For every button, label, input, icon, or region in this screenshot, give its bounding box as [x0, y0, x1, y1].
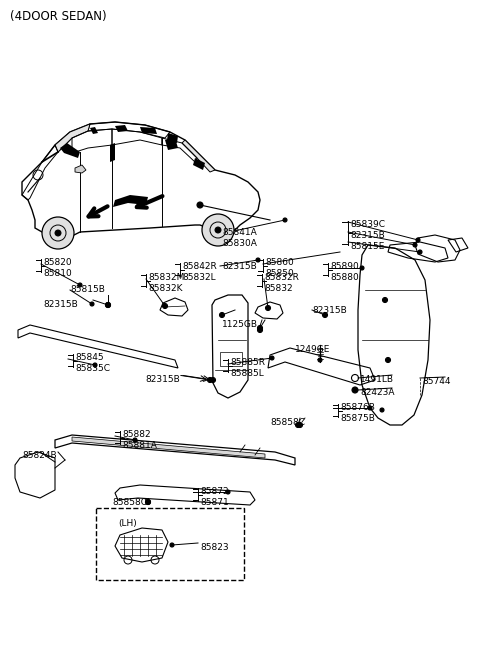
Text: 85885R: 85885R — [230, 358, 265, 367]
Polygon shape — [165, 138, 178, 150]
Text: 85882: 85882 — [122, 430, 151, 439]
Circle shape — [416, 238, 420, 242]
Circle shape — [298, 422, 302, 428]
Text: 82315B: 82315B — [350, 231, 385, 240]
Text: 85832: 85832 — [264, 284, 293, 293]
Text: 85832K: 85832K — [148, 284, 182, 293]
Circle shape — [296, 422, 300, 428]
Bar — [96, 508, 244, 580]
Circle shape — [42, 217, 74, 249]
Circle shape — [368, 406, 372, 410]
Polygon shape — [110, 143, 115, 162]
Circle shape — [145, 499, 151, 504]
Text: 85872: 85872 — [200, 487, 228, 496]
Text: 85832M: 85832M — [148, 273, 184, 282]
Circle shape — [197, 202, 203, 208]
Circle shape — [215, 227, 221, 233]
Circle shape — [219, 312, 225, 317]
Circle shape — [163, 304, 168, 308]
Text: 85875B: 85875B — [340, 414, 375, 423]
Text: 85858C: 85858C — [270, 418, 305, 427]
Circle shape — [318, 358, 322, 362]
Text: 85880: 85880 — [330, 273, 359, 282]
Circle shape — [211, 377, 216, 382]
Circle shape — [145, 499, 151, 504]
Circle shape — [90, 302, 94, 306]
Circle shape — [383, 297, 387, 303]
Text: 85871: 85871 — [200, 498, 229, 507]
Circle shape — [256, 258, 260, 262]
Text: 85842R: 85842R — [182, 262, 217, 271]
Text: 85823: 85823 — [200, 543, 228, 552]
Circle shape — [257, 328, 263, 333]
Circle shape — [226, 490, 230, 494]
Circle shape — [55, 230, 61, 236]
Circle shape — [323, 312, 327, 317]
Circle shape — [360, 266, 364, 270]
Text: 82423A: 82423A — [360, 388, 395, 397]
Text: 85744: 85744 — [422, 377, 451, 386]
Text: 82315B: 82315B — [312, 306, 347, 315]
Circle shape — [270, 356, 274, 360]
Text: 85810: 85810 — [43, 269, 72, 278]
Text: 85860: 85860 — [265, 258, 294, 267]
Polygon shape — [90, 127, 98, 134]
Circle shape — [106, 303, 110, 308]
Text: 85815E: 85815E — [350, 242, 384, 251]
Polygon shape — [193, 158, 205, 170]
Polygon shape — [60, 143, 80, 158]
Text: 85839C: 85839C — [350, 220, 385, 229]
Bar — [220, 352, 242, 366]
Text: 85832R: 85832R — [264, 273, 299, 282]
Text: 85845: 85845 — [75, 353, 104, 362]
Text: 85876B: 85876B — [340, 403, 375, 412]
Circle shape — [352, 387, 358, 393]
Text: 85850: 85850 — [265, 269, 294, 278]
Text: 85835C: 85835C — [75, 364, 110, 373]
Text: 1491LB: 1491LB — [360, 375, 394, 384]
Polygon shape — [140, 127, 157, 134]
Circle shape — [78, 283, 82, 287]
Circle shape — [380, 408, 384, 412]
Text: 85815B: 85815B — [70, 285, 105, 294]
Text: 85890: 85890 — [330, 262, 359, 271]
Polygon shape — [55, 124, 90, 152]
Polygon shape — [72, 437, 265, 458]
Text: 82315B: 82315B — [222, 262, 257, 271]
Text: 85820: 85820 — [43, 258, 72, 267]
Text: 85858C: 85858C — [112, 498, 147, 507]
Text: (LH): (LH) — [118, 519, 137, 528]
Circle shape — [207, 377, 213, 382]
Circle shape — [413, 243, 417, 247]
Circle shape — [133, 438, 137, 442]
Text: 85885L: 85885L — [230, 369, 264, 378]
Polygon shape — [113, 195, 148, 207]
Polygon shape — [115, 125, 128, 132]
Text: 85832L: 85832L — [182, 273, 216, 282]
Text: (4DOOR SEDAN): (4DOOR SEDAN) — [10, 10, 107, 23]
Circle shape — [283, 218, 287, 222]
Text: 82315B: 82315B — [43, 300, 78, 309]
Circle shape — [106, 303, 110, 308]
Circle shape — [202, 214, 234, 246]
Circle shape — [418, 250, 422, 254]
Text: 85881A: 85881A — [122, 441, 157, 450]
Polygon shape — [75, 165, 86, 173]
Circle shape — [257, 326, 263, 330]
Polygon shape — [167, 133, 178, 143]
Text: 82315B: 82315B — [145, 375, 180, 384]
Polygon shape — [182, 140, 215, 172]
Text: 85841A: 85841A — [222, 228, 257, 237]
Circle shape — [265, 306, 271, 310]
Circle shape — [385, 357, 391, 362]
Text: 1125GB: 1125GB — [222, 320, 258, 329]
Text: 85824B: 85824B — [22, 451, 57, 460]
Circle shape — [93, 363, 97, 367]
Text: 1249GE: 1249GE — [295, 345, 330, 354]
Circle shape — [170, 543, 174, 547]
Text: 85830A: 85830A — [222, 239, 257, 248]
